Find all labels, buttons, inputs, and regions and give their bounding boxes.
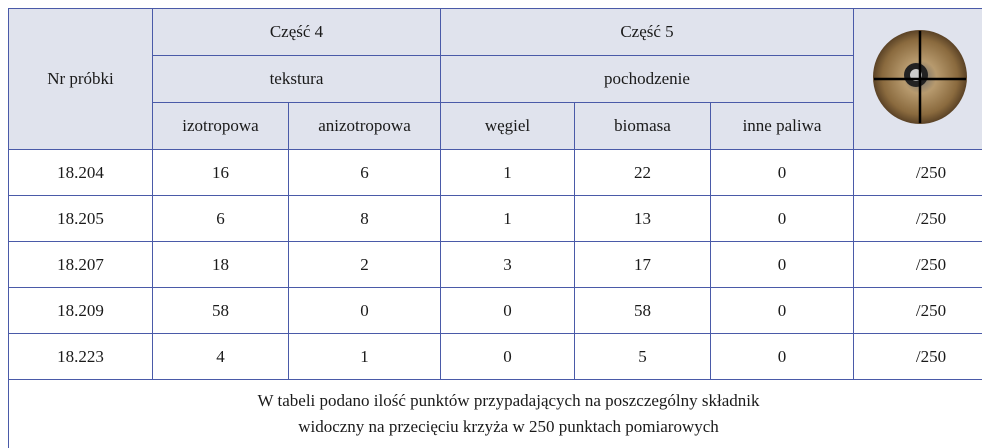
table-cell: 17	[575, 242, 711, 288]
table-cell: 0	[711, 334, 854, 380]
table-cell: /250	[854, 150, 982, 196]
data-table: Nr próbki Część 4 Część 5 tekstura pocho…	[8, 8, 982, 448]
table-cell: 18.223	[9, 334, 153, 380]
table-cell: 6	[153, 196, 289, 242]
header-cell: anizotropowa	[289, 103, 441, 150]
table-cell: 4	[153, 334, 289, 380]
header-cell: Część 4	[153, 9, 441, 56]
header-cell: tekstura	[153, 56, 441, 103]
header-cell: Nr próbki	[9, 9, 153, 150]
table-cell: 58	[153, 288, 289, 334]
header-cell: węgiel	[441, 103, 575, 150]
table-cell: 22	[575, 150, 711, 196]
table-cell: /250	[854, 242, 982, 288]
table-cell: 2	[289, 242, 441, 288]
table-cell: 18.209	[9, 288, 153, 334]
table-cell: 0	[711, 150, 854, 196]
header-cell: izotropowa	[153, 103, 289, 150]
table-cell: 0	[711, 196, 854, 242]
table-cell: 5	[575, 334, 711, 380]
footer-row: W tabeli podano ilość punktów przypadają…	[9, 380, 982, 448]
page: Nr próbki Część 4 Część 5 tekstura pocho…	[0, 0, 982, 439]
image-cell	[854, 9, 982, 150]
table-cell: 18	[153, 242, 289, 288]
footer-cell: W tabeli podano ilość punktów przypadają…	[9, 380, 982, 448]
table-cell: 3	[441, 242, 575, 288]
table-cell: 13	[575, 196, 711, 242]
table-cell: 16	[153, 150, 289, 196]
table-cell: 0	[441, 334, 575, 380]
footer-line: W tabeli podano ilość punktów przypadają…	[9, 388, 982, 414]
table-cell: 8	[289, 196, 441, 242]
microscope-image	[872, 29, 968, 125]
table-cell: /250	[854, 334, 982, 380]
table-cell: /250	[854, 288, 982, 334]
table-cell: 0	[711, 288, 854, 334]
table-cell: 0	[289, 288, 441, 334]
table-cell: 18.205	[9, 196, 153, 242]
table-cell: /250	[854, 196, 982, 242]
table-cell: 58	[575, 288, 711, 334]
header-cell: Część 5	[441, 9, 854, 56]
header-cell: inne paliwa	[711, 103, 854, 150]
table-cell: 18.204	[9, 150, 153, 196]
table-cell: 1	[441, 150, 575, 196]
table-cell: 18.207	[9, 242, 153, 288]
table-cell: 0	[441, 288, 575, 334]
header-cell: pochodzenie	[441, 56, 854, 103]
table-cell: 0	[711, 242, 854, 288]
table-cell: 1	[289, 334, 441, 380]
header-cell: biomasa	[575, 103, 711, 150]
table-cell: 6	[289, 150, 441, 196]
footer-line: widoczny na przecięciu krzyża w 250 punk…	[9, 414, 982, 440]
table-cell: 1	[441, 196, 575, 242]
